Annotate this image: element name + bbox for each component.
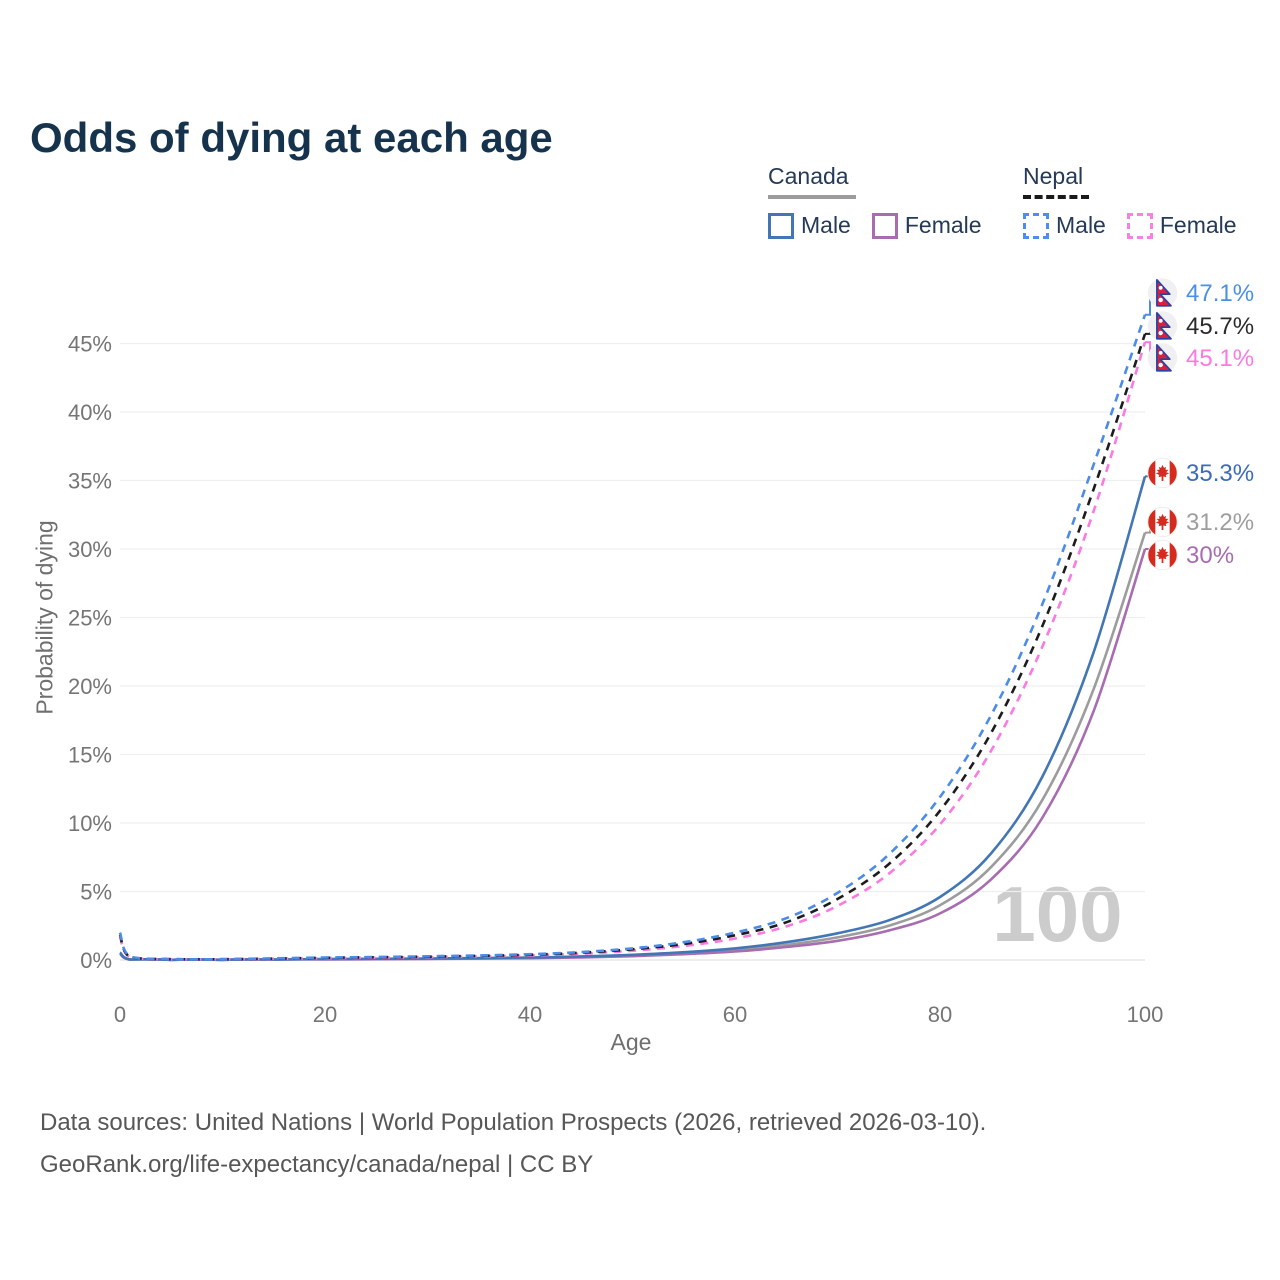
x-axis-title: Age bbox=[610, 1029, 652, 1055]
legend-item-label: Female bbox=[1159, 212, 1237, 238]
end-value-label-canada-female: 30% bbox=[1186, 542, 1234, 569]
end-value-label-nepal-male: 47.1% bbox=[1186, 280, 1254, 307]
end-value-label-nepal-combined: 45.7% bbox=[1186, 313, 1254, 340]
legend-item-canada-male[interactable]: Male bbox=[768, 212, 851, 239]
end-value-label-canada-combined: 31.2% bbox=[1186, 509, 1254, 536]
series-lines bbox=[118, 314, 1147, 962]
x-tick-label: 80 bbox=[928, 1002, 952, 1027]
nepal-female-checkbox[interactable] bbox=[1126, 212, 1153, 239]
legend-item-nepal-male[interactable]: Male bbox=[1023, 212, 1106, 239]
canada-line-style-sample bbox=[768, 195, 856, 199]
nepal-line-style-sample bbox=[1023, 195, 1089, 199]
canada-flag-icon bbox=[1147, 458, 1178, 489]
footer-attribution: GeoRank.org/life-expectancy/canada/nepal… bbox=[40, 1151, 594, 1178]
y-tick-label: 35% bbox=[68, 469, 112, 494]
legend-item-label: Female bbox=[904, 212, 982, 238]
legend-item-label: Male bbox=[1056, 212, 1106, 238]
hovered-age-label: 100 bbox=[992, 870, 1123, 958]
y-axis-title: Probability of dying bbox=[31, 520, 58, 715]
x-tick-label: 0 bbox=[114, 1002, 126, 1027]
series-end-labels: 31.2% 30% 35.3% 45.1% 45.7% 47.1% bbox=[1145, 277, 1254, 571]
legend-item-canada-female[interactable]: Female bbox=[871, 212, 982, 239]
nepal-flag-icon bbox=[1147, 342, 1178, 374]
y-tick-label: 45% bbox=[68, 332, 112, 357]
gridlines bbox=[120, 342, 1145, 961]
canada-male-checkbox[interactable] bbox=[768, 212, 794, 239]
x-tick-label: 100 bbox=[1127, 1002, 1164, 1027]
y-tick-label: 20% bbox=[68, 674, 112, 699]
canada-female-checkbox[interactable] bbox=[871, 212, 898, 239]
legend-group-title-nepal: Nepal bbox=[1023, 163, 1084, 189]
y-tick-label: 10% bbox=[68, 811, 112, 836]
y-tick-label: 5% bbox=[80, 880, 112, 905]
y-tick-label: 30% bbox=[68, 537, 112, 562]
footer: Data sources: United Nations | World Pop… bbox=[40, 1102, 986, 1186]
nepal-flag-icon bbox=[1147, 277, 1178, 309]
legend-item-nepal-female[interactable]: Female bbox=[1126, 212, 1237, 239]
y-tick-label: 15% bbox=[68, 743, 112, 768]
legend-group-nepal: Nepal Male Female bbox=[1023, 163, 1237, 239]
canada-flag-icon bbox=[1147, 507, 1178, 538]
y-tick-label: 40% bbox=[68, 400, 112, 425]
x-tick-label: 60 bbox=[723, 1002, 747, 1027]
y-tick-label: 0% bbox=[80, 948, 112, 973]
legend-group-title-canada: Canada bbox=[768, 163, 849, 189]
nepal-flag-icon bbox=[1147, 310, 1178, 342]
series-line-nepal-male[interactable] bbox=[118, 314, 1147, 961]
x-axis-tick-labels: 0 20 40 60 80 100 bbox=[114, 1002, 1163, 1027]
series-line-canada-male[interactable] bbox=[119, 476, 1147, 962]
series-line-canada-combined[interactable] bbox=[119, 532, 1147, 962]
legend-item-label: Male bbox=[801, 212, 851, 238]
x-tick-label: 40 bbox=[518, 1002, 542, 1027]
y-axis-tick-labels: 0% 5% 10% 15% 20% 25% 30% 35% 40% 45% bbox=[68, 332, 112, 974]
end-value-label-canada-male: 35.3% bbox=[1186, 460, 1254, 487]
y-tick-label: 25% bbox=[68, 606, 112, 631]
legend-group-canada: Canada Male Female bbox=[768, 163, 982, 239]
footer-data-sources: Data sources: United Nations | World Pop… bbox=[40, 1109, 987, 1136]
nepal-male-checkbox[interactable] bbox=[1023, 212, 1049, 239]
x-tick-label: 20 bbox=[313, 1002, 337, 1027]
page-title: Odds of dying at each age bbox=[30, 114, 553, 162]
canada-flag-icon bbox=[1147, 540, 1178, 571]
end-value-label-nepal-female: 45.1% bbox=[1186, 345, 1254, 372]
